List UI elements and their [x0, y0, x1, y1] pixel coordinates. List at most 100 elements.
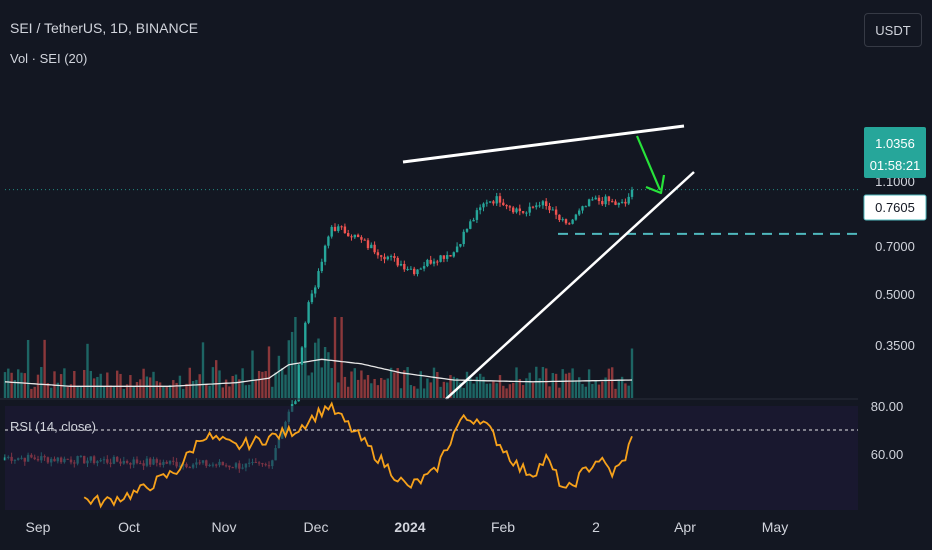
rsi-indicator-label[interactable]: RSI (14, close): [10, 419, 96, 434]
candle-body: [343, 226, 347, 234]
down-arrow-icon[interactable]: [635, 135, 666, 195]
candle-body: [611, 201, 614, 203]
time-axis[interactable]: Sep Oct Nov Dec 2024 Feb 2 Apr May: [26, 519, 789, 535]
volume-bar: [10, 372, 13, 398]
volume-bar: [525, 378, 528, 398]
volume-bar: [611, 367, 614, 398]
volume-bar: [393, 372, 396, 398]
volume-bar: [531, 382, 535, 398]
candle-body: [597, 197, 601, 202]
volume-bar: [340, 317, 343, 398]
arrow-shaft: [635, 135, 662, 191]
volume-bar: [304, 343, 307, 398]
volume-bar: [601, 381, 604, 398]
volume-bar: [607, 368, 611, 398]
volume-bar: [158, 382, 162, 398]
volume-bar: [370, 383, 373, 398]
volume-bar: [234, 374, 238, 398]
candle-body: [337, 226, 340, 231]
currency-button[interactable]: USDT: [864, 13, 922, 47]
price-tick-label: 0.5000: [875, 287, 915, 302]
rsi-line: [83, 401, 633, 509]
candle-body: [389, 256, 393, 258]
volume-bar: [142, 368, 145, 398]
candle-body: [502, 202, 505, 206]
volume-bar: [353, 368, 356, 398]
volume-bar: [459, 382, 462, 398]
volume-bar: [413, 386, 416, 398]
volume-bar: [449, 375, 452, 398]
volume-ma-line: [4, 358, 633, 387]
candle-body: [373, 244, 376, 253]
candle-body: [594, 197, 597, 200]
volume-bar: [538, 378, 541, 398]
volume-bar: [287, 340, 290, 398]
upper-trend-line[interactable]: [402, 124, 685, 164]
volume-indicator-label[interactable]: Vol · SEI (20): [10, 51, 88, 66]
volume-bar: [442, 381, 446, 398]
volume-bar: [33, 386, 36, 398]
countdown-value: 01:58:21: [870, 158, 921, 173]
candle-body: [607, 196, 611, 202]
candle-body: [333, 226, 337, 231]
lower-trend-line[interactable]: [445, 171, 695, 400]
candle-body: [307, 302, 310, 323]
time-tick-label: 2: [592, 519, 600, 535]
candle-body: [541, 201, 545, 206]
volume-bar: [152, 371, 155, 398]
volume-bar: [264, 371, 267, 398]
candle-body: [521, 211, 525, 213]
volume-bar: [327, 352, 330, 398]
volume-bar: [36, 374, 40, 398]
candle-body: [518, 208, 521, 212]
volume-bar: [228, 386, 231, 398]
volume-bar: [485, 383, 488, 398]
volume-bar: [106, 372, 109, 398]
volume-bar: [89, 370, 92, 398]
volume-bar: [241, 368, 244, 398]
volume-bar: [145, 376, 149, 398]
candle-body: [452, 252, 455, 257]
volume-bar: [535, 366, 538, 398]
volume-bar: [215, 360, 218, 398]
candle-body: [323, 245, 327, 262]
volume-bar: [383, 379, 386, 398]
volume-bar: [581, 383, 584, 398]
candle-body: [525, 212, 528, 214]
current-price-tag: [864, 127, 926, 178]
chart-title[interactable]: SEI / TetherUS, 1D, BINANCE: [10, 20, 199, 36]
volume-bar: [43, 339, 46, 398]
volume-bar: [376, 385, 380, 398]
volume-bar: [83, 369, 86, 398]
volume-bar: [416, 388, 419, 398]
volume-bar: [472, 383, 475, 398]
volume-bar: [3, 372, 7, 398]
candle-body: [449, 255, 452, 257]
volume-bar: [162, 386, 165, 398]
candle-body: [409, 268, 413, 270]
volume-bar: [251, 350, 254, 398]
volume-bar: [330, 368, 333, 398]
volume-bar: [307, 375, 310, 398]
volume-bar: [624, 383, 627, 398]
volume-bar: [221, 387, 224, 398]
candle-body: [317, 271, 320, 288]
volume-bar: [396, 368, 399, 398]
volume-bar: [284, 374, 287, 398]
volume-bar: [386, 378, 389, 398]
volume-bar: [436, 371, 439, 398]
volume-bar: [399, 388, 403, 398]
candle-body: [495, 196, 498, 204]
volume-bar: [175, 382, 178, 398]
price-tick-label: 0.3500: [875, 338, 915, 353]
volume-bar: [79, 386, 83, 398]
volume-bar: [188, 367, 191, 398]
volume-bar: [211, 367, 215, 398]
volume-bar: [495, 383, 498, 398]
volume-bar: [558, 387, 561, 398]
time-tick-label: Apr: [674, 519, 696, 535]
candle-body: [472, 219, 475, 222]
candle-body: [630, 189, 634, 197]
volume-bar: [271, 386, 274, 398]
